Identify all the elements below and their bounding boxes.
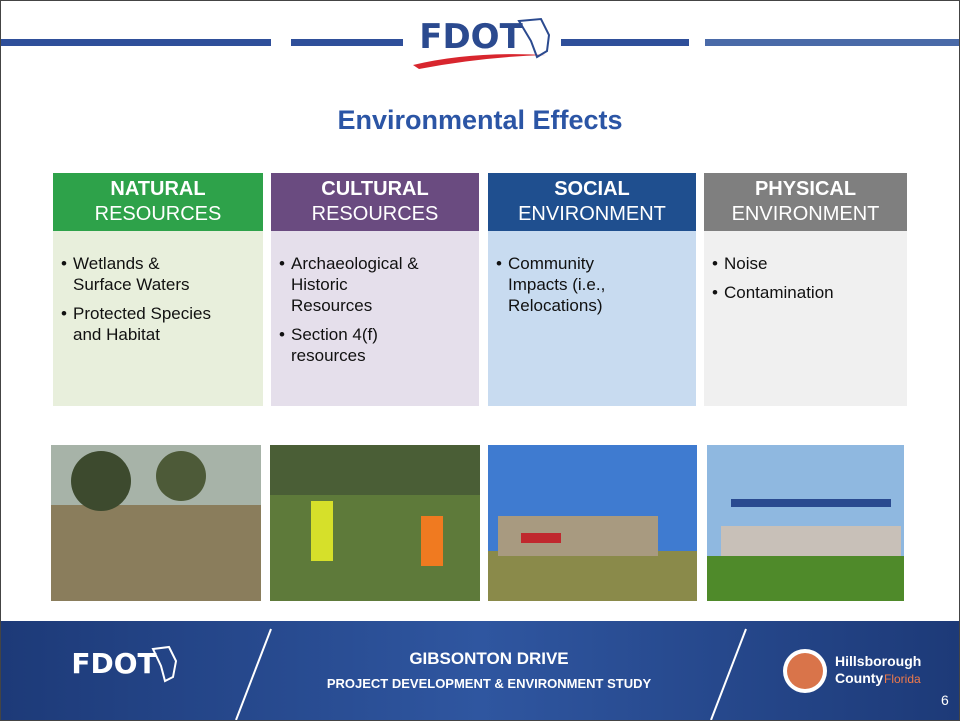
photo-gas-station: [707, 445, 904, 601]
slide: FDOT Environmental Effects NATURALRESOUR…: [0, 0, 960, 721]
photo-cranes: [51, 445, 261, 601]
column-body: Wetlands & Surface Waters Protected Speci…: [53, 231, 263, 406]
column-body: Archaeological & Historic Resources Secti…: [271, 231, 479, 406]
county-seal-inner: [787, 653, 823, 689]
photo-archaeology: [270, 445, 480, 601]
page-number: 6: [941, 692, 949, 708]
header-bar: [561, 39, 689, 46]
county-line: County: [835, 670, 883, 686]
column-subheading: RESOURCES: [271, 202, 479, 227]
column-heading: SOCIAL: [488, 177, 696, 202]
bullet-list: Community Impacts (i.e., Relocations): [496, 253, 626, 316]
column-heading: NATURAL: [53, 177, 263, 202]
bullet-item: Noise: [712, 253, 862, 274]
bullet-list: Archaeological & Historic Resources Secti…: [279, 253, 429, 366]
bullet-item: Community Impacts (i.e., Relocations): [496, 253, 626, 316]
bullet-list: Noise Contamination: [712, 253, 862, 303]
footer-title: GIBSONTON DRIVE: [409, 649, 568, 668]
column-subheading: ENVIRONMENT: [704, 202, 907, 227]
bullet-item: Protected Species and Habitat: [61, 303, 211, 345]
footer: FDOT GIBSONTON DRIVE PROJECT DEVELOPMENT…: [1, 621, 959, 720]
header-bar: [705, 39, 959, 46]
column-subheading: RESOURCES: [53, 202, 263, 227]
header-bar: [291, 39, 403, 46]
header-bar: [1, 39, 271, 46]
bullet-item: Wetlands & Surface Waters: [61, 253, 211, 295]
bullet-list: Wetlands & Surface Waters Protected Speci…: [61, 253, 211, 345]
bullet-item: Contamination: [712, 282, 862, 303]
column-body: Noise Contamination: [704, 231, 907, 406]
logo-state-outline: [519, 19, 549, 57]
photo-building: [488, 445, 697, 601]
county-name: Hillsborough: [835, 653, 921, 669]
footer-subtitle: PROJECT DEVELOPMENT & ENVIRONMENT STUDY: [327, 676, 652, 691]
header-logo: FDOT: [419, 17, 523, 57]
column-subheading: ENVIRONMENT: [488, 202, 696, 227]
bullet-item: Archaeological & Historic Resources: [279, 253, 429, 316]
slide-title: Environmental Effects: [1, 105, 959, 136]
column-body: Community Impacts (i.e., Relocations): [488, 231, 696, 406]
county-state: Florida: [884, 672, 921, 686]
column-heading: CULTURAL: [271, 177, 479, 202]
bullet-item: Section 4(f) resources: [279, 324, 429, 366]
photos: [1, 441, 959, 606]
column-heading: PHYSICAL: [704, 177, 907, 202]
header-graphics: FDOT: [1, 1, 959, 111]
footer-logo: FDOT: [71, 647, 156, 680]
